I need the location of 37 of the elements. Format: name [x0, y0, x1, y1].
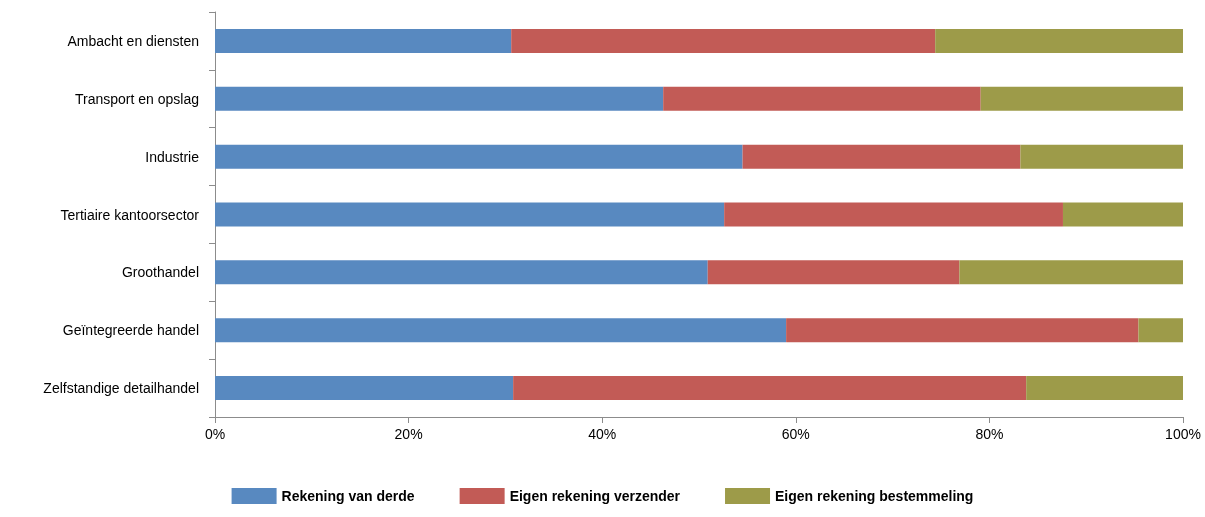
- bar: [215, 260, 708, 285]
- bar: [959, 260, 1183, 285]
- y-tick-label: Industrie: [145, 148, 200, 165]
- bar: [1062, 202, 1183, 227]
- y-tick-label: Zelfstandige detailhandel: [43, 380, 199, 397]
- x-tick-label: 0%: [204, 426, 226, 442]
- legend-label: Rekening van derde: [281, 488, 415, 504]
- bar: [513, 376, 1027, 401]
- y-tick-label: Tertiaire kantoorsector: [60, 206, 200, 223]
- x-tick-label: 80%: [975, 426, 1004, 442]
- legend-label: Eigen rekening bestemmeling: [775, 488, 974, 504]
- x-tick-label: 40%: [588, 426, 617, 442]
- bar: [215, 318, 787, 343]
- bar: [215, 202, 725, 227]
- bar: [1020, 144, 1183, 169]
- bar: [1026, 376, 1183, 401]
- bar: [215, 376, 514, 401]
- bar: [663, 86, 981, 111]
- bar: [742, 144, 1021, 169]
- bar: [786, 318, 1139, 343]
- x-tick-label: 100%: [1165, 426, 1201, 442]
- bar: [724, 202, 1063, 227]
- bar: [215, 86, 664, 111]
- bar: [215, 28, 512, 53]
- legend-label: Eigen rekening verzender: [509, 488, 681, 504]
- bar: [935, 28, 1183, 53]
- y-tick-label: Transport en opslag: [75, 90, 199, 107]
- bar: [707, 260, 960, 285]
- x-tick-label: 20%: [394, 426, 423, 442]
- bar: [511, 28, 936, 53]
- bar: [980, 86, 1183, 111]
- y-tick-label: Groothandel: [121, 264, 199, 281]
- y-tick-label: Ambacht en diensten: [67, 32, 199, 49]
- bar: [1138, 318, 1183, 343]
- x-tick-label: 60%: [781, 426, 810, 442]
- y-tick-label: Geïntegreerde handel: [62, 322, 199, 339]
- bar: [215, 144, 743, 169]
